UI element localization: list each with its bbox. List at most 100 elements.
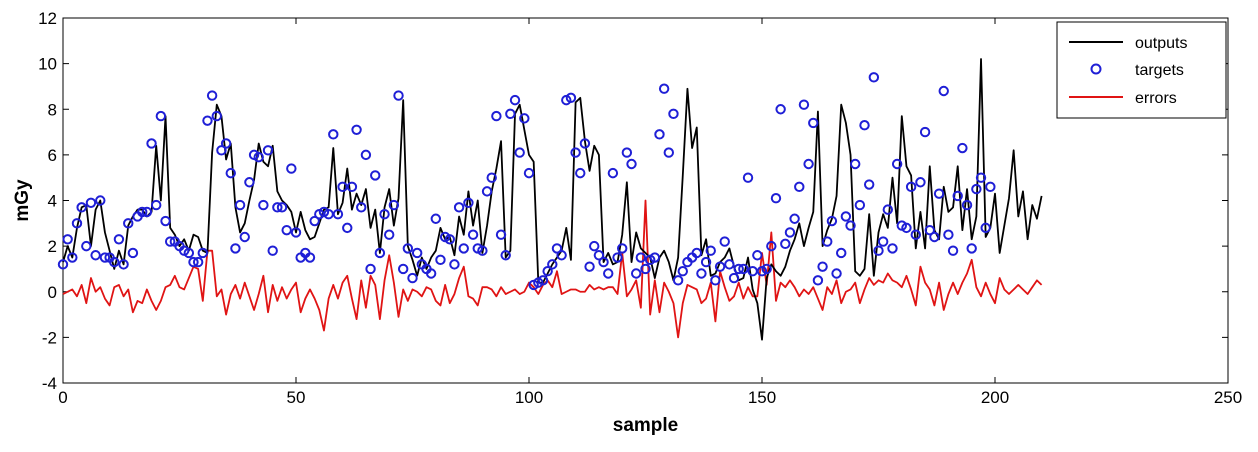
target-point: [724, 259, 735, 270]
target-point: [938, 85, 949, 97]
target-point: [700, 256, 712, 268]
target-point: [789, 213, 800, 224]
target-point: [220, 138, 232, 149]
target-point: [915, 177, 926, 188]
target-point: [402, 243, 414, 254]
legend-item-errors: errors: [1069, 90, 1177, 107]
target-point: [407, 272, 418, 284]
series-line-errors: [62, 199, 1043, 339]
target-point: [924, 224, 935, 236]
target-point: [607, 167, 619, 179]
target-point: [635, 252, 647, 263]
legend: outputs targets errors: [1056, 21, 1227, 119]
target-point: [901, 222, 912, 234]
target-point: [957, 142, 968, 154]
target-point: [141, 206, 153, 218]
target-point: [62, 234, 73, 245]
target-point: [239, 231, 250, 243]
target-point: [826, 215, 838, 227]
target-point: [780, 238, 791, 250]
target-point: [137, 206, 148, 218]
target-point: [784, 227, 796, 238]
y-tick-label: 0: [48, 283, 57, 302]
target-point: [188, 256, 199, 268]
target-point: [668, 108, 679, 120]
target-point: [547, 259, 558, 270]
y-tick-label: 8: [48, 100, 57, 119]
target-point: [663, 147, 674, 158]
target-point: [980, 222, 991, 234]
target-point: [929, 231, 940, 243]
target-point: [206, 90, 218, 101]
target-point: [537, 275, 549, 286]
target-point: [863, 179, 875, 190]
x-tick-label: 200: [981, 388, 1009, 407]
target-point: [617, 243, 628, 254]
target-point: [262, 145, 274, 156]
target-point: [95, 195, 106, 206]
target-point: [444, 234, 455, 245]
target-point: [397, 263, 409, 275]
target-point: [854, 199, 866, 211]
target-point: [943, 229, 954, 240]
target-point: [123, 218, 134, 229]
target-point: [151, 199, 162, 211]
target-point: [230, 243, 241, 254]
target-point: [640, 263, 651, 275]
x-tick-label: 0: [58, 388, 67, 407]
target-point: [775, 104, 786, 115]
target-point: [155, 110, 167, 122]
target-point: [696, 268, 707, 279]
target-point: [192, 256, 204, 268]
target-point: [812, 275, 824, 286]
series-layer: [57, 58, 1043, 341]
target-point: [477, 245, 488, 256]
target-point: [891, 158, 903, 170]
target-point: [719, 236, 730, 247]
target-point: [836, 247, 847, 259]
target-point: [85, 197, 97, 208]
target-point: [985, 181, 996, 193]
target-point: [430, 213, 441, 224]
y-tick-label: -2: [42, 328, 57, 347]
target-point: [882, 204, 894, 215]
target-point: [654, 129, 665, 140]
legend-box: [1056, 21, 1227, 119]
target-point: [626, 158, 637, 170]
legend-item-outputs: outputs: [1069, 35, 1187, 52]
target-point: [593, 250, 605, 261]
y-tick-label: 10: [38, 55, 57, 74]
target-point: [905, 181, 917, 193]
target-point: [677, 266, 688, 277]
target-point: [356, 202, 367, 213]
target-point: [505, 108, 516, 120]
target-point: [286, 163, 297, 174]
target-point: [817, 261, 828, 272]
target-point: [910, 229, 921, 240]
target-point: [845, 220, 856, 231]
target-point: [975, 172, 987, 183]
target-point: [873, 245, 884, 256]
target-point: [794, 181, 805, 193]
target-point: [272, 202, 283, 213]
target-point: [234, 199, 246, 211]
target-point: [183, 247, 195, 259]
target-point: [542, 266, 553, 277]
target-point: [887, 243, 898, 254]
target-point: [766, 240, 777, 252]
target-point: [840, 211, 852, 222]
target-point: [481, 186, 493, 197]
target-point: [495, 229, 507, 240]
target-point: [565, 92, 577, 104]
target-point: [379, 208, 390, 220]
target-point: [81, 240, 92, 252]
target-point: [393, 90, 404, 101]
target-point: [435, 254, 446, 266]
y-tick-label: 6: [48, 146, 57, 165]
target-point: [425, 268, 437, 279]
x-tick-label: 50: [287, 388, 306, 407]
target-point: [579, 138, 591, 149]
legend-item-targets: targets: [1090, 62, 1184, 79]
target-point: [603, 268, 614, 279]
target-point: [733, 263, 744, 275]
